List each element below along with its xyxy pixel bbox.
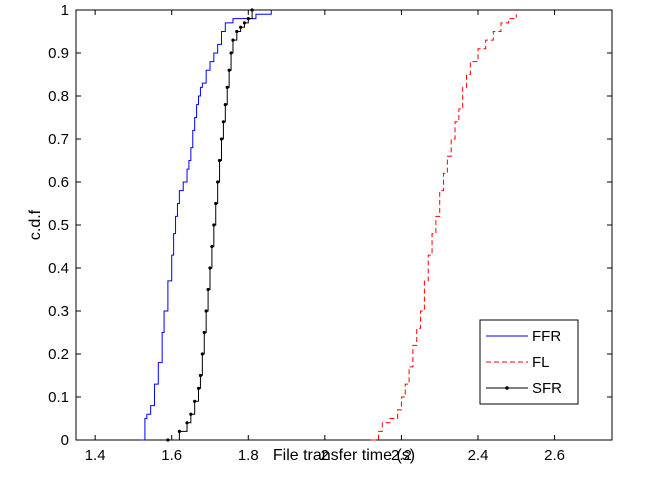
series-point-sfr	[242, 21, 247, 25]
x-axis-title: File transfer time (s)	[273, 447, 415, 464]
series-point-sfr	[219, 137, 224, 141]
series-point-sfr	[204, 309, 208, 313]
series-point-sfr	[185, 421, 189, 425]
series-point-sfr	[193, 399, 197, 403]
series-point-sfr	[206, 287, 210, 292]
legend-label-sfr: SFR	[532, 380, 562, 397]
x-axis: 1.4 1.6 1.8 2 2.2 2.4 2.6	[85, 10, 565, 464]
legend-marker	[505, 386, 509, 390]
y-tick-label: 0.2	[48, 346, 69, 363]
series-point-sfr	[217, 158, 222, 163]
y-tick-label: 0.1	[48, 389, 69, 406]
legend-label-fl: FL	[532, 354, 550, 371]
x-tick-label: 1.4	[85, 447, 106, 464]
y-tick-label: 0.9	[48, 45, 69, 62]
x-tick-label: 1.8	[238, 447, 259, 464]
series-point-sfr	[210, 244, 214, 249]
x-tick-label: 2.2	[391, 447, 412, 464]
series-line-ffr	[141, 10, 272, 441]
series-layer	[141, 8, 517, 442]
legend: FFR FL SFR	[479, 319, 579, 405]
series-point-sfr	[196, 386, 201, 390]
series-point-sfr	[202, 330, 206, 335]
series-point-sfr	[239, 25, 243, 29]
series-point-sfr	[189, 412, 193, 416]
x-tick-label: 2	[321, 447, 329, 464]
series-point-sfr	[212, 223, 216, 227]
series-point-sfr	[235, 29, 239, 34]
series-point-sfr	[166, 438, 170, 442]
y-axis: 0 0.1 0.2 0.3 0.4 0.5 0.6 0.7 0.8 0.9 1	[48, 2, 612, 449]
y-tick-label: 1	[61, 2, 69, 19]
x-tick-label: 2.4	[468, 447, 489, 464]
series-point-sfr	[221, 120, 225, 124]
series-point-sfr	[177, 429, 181, 433]
series-point-sfr	[227, 68, 231, 72]
series-point-sfr	[250, 8, 254, 12]
y-tick-label: 0.6	[48, 174, 69, 191]
y-tick-label: 0.8	[48, 88, 69, 105]
series-point-sfr	[198, 373, 203, 378]
y-tick-label: 0.4	[48, 260, 69, 277]
x-tick-label: 2.6	[544, 447, 565, 464]
y-tick-label: 0.7	[48, 131, 69, 148]
series-point-sfr	[216, 180, 220, 184]
series-point-sfr	[231, 38, 235, 42]
y-tick-label: 0.5	[48, 217, 69, 234]
x-tick-label: 1.6	[161, 447, 182, 464]
series-point-sfr	[223, 103, 227, 107]
y-axis-title: c.d.f	[27, 209, 44, 240]
series-point-sfr	[200, 352, 204, 356]
series-point-sfr	[208, 266, 212, 270]
series-line-fl	[370, 14, 517, 441]
series-point-sfr	[214, 201, 218, 206]
y-tick-label: 0.3	[48, 303, 69, 320]
legend-label-ffr: FFR	[532, 328, 561, 345]
series-point-sfr	[229, 51, 233, 55]
y-tick-label: 0	[61, 432, 69, 449]
series-point-sfr	[246, 17, 250, 21]
series-point-sfr	[225, 85, 229, 89]
